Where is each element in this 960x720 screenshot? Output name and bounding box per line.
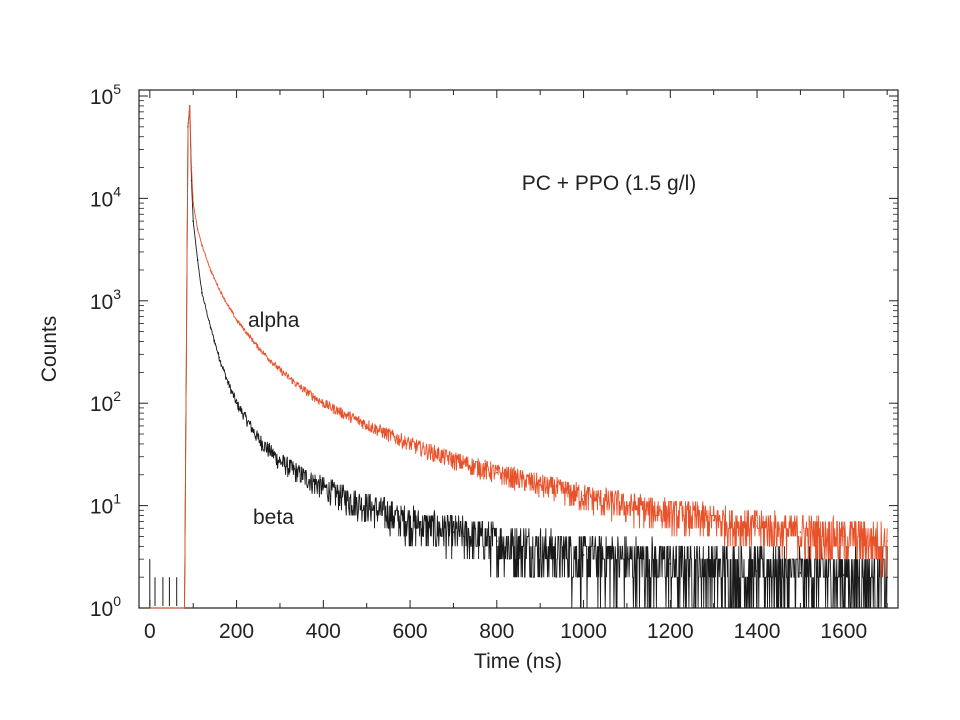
y-axis-title: Counts [38, 316, 61, 383]
chart-annotation: PC + PPO (1.5 g/l) [522, 172, 696, 195]
data-point-alpha [539, 483, 541, 486]
data-point-alpha [496, 471, 498, 474]
x-tick-label: 1200 [647, 620, 694, 643]
data-point-alpha [582, 494, 585, 497]
data-point-beta [626, 558, 628, 560]
series-alpha [149, 105, 888, 609]
x-tick-label: 600 [393, 620, 428, 643]
data-point-alpha [712, 519, 715, 521]
y-tick-label: 102 [90, 388, 121, 416]
x-tick-label: 0 [144, 620, 156, 643]
x-tick-label: 1400 [734, 620, 781, 643]
series-trace-beta [149, 105, 888, 609]
y-tick-label: 103 [90, 286, 121, 314]
data-point-beta [409, 520, 411, 523]
y-tick-label: 100 [90, 593, 121, 621]
data-point-beta [218, 356, 220, 359]
plot-frame [138, 89, 899, 609]
data-point-beta [843, 574, 845, 576]
series-trace-alpha [149, 105, 888, 609]
data-point-alpha [756, 525, 758, 527]
x-tick-label: 400 [306, 620, 341, 643]
data-point-beta [799, 572, 802, 574]
data-point-beta [300, 474, 303, 476]
x-tick-label: 1000 [560, 620, 607, 643]
data-point-alpha [365, 423, 368, 426]
data-point-beta [322, 486, 325, 489]
x-tick-label: 200 [219, 620, 254, 643]
data-point-alpha [322, 402, 325, 405]
data-point-alpha [235, 319, 238, 321]
data-point-alpha [669, 512, 672, 514]
data-point-beta [209, 326, 212, 329]
series-layer [149, 105, 888, 609]
data-point-alpha [190, 166, 193, 169]
x-axis-title: Time (ns) [474, 650, 562, 673]
data-point-alpha [300, 387, 303, 390]
data-point-alpha [257, 346, 260, 349]
data-point-beta [539, 547, 541, 550]
data-point-alpha [196, 228, 199, 230]
data-point-beta [196, 259, 199, 261]
data-point-beta [582, 554, 585, 556]
data-point-beta [756, 570, 758, 572]
data-point-alpha [279, 369, 281, 372]
data-point-alpha [843, 535, 845, 538]
data-point-beta [235, 402, 238, 405]
x-tick-label: 800 [479, 620, 514, 643]
data-point-alpha [799, 531, 802, 533]
tick-layer: 0 200 400 600 800 1000 1200 1400 1600 100 101 102 10… [90, 81, 898, 643]
data-point-alpha [192, 202, 194, 204]
x-tick-label: 1600 [820, 620, 867, 643]
data-point-alpha [626, 504, 628, 507]
data-point-alpha [227, 304, 229, 307]
data-point-beta [496, 540, 498, 542]
data-point-beta [279, 460, 281, 463]
data-point-beta [257, 437, 260, 440]
y-tick-label: 101 [90, 491, 121, 519]
data-point-alpha [344, 413, 346, 416]
data-point-beta [886, 576, 888, 578]
y-tick-label: 105 [90, 81, 121, 109]
data-point-alpha [409, 443, 411, 445]
data-point-alpha [452, 459, 455, 461]
data-point-alpha [188, 105, 191, 107]
y-tick-label: 104 [90, 183, 121, 211]
series-label-alpha: alpha [248, 309, 300, 332]
data-point-beta [712, 566, 715, 569]
data-point-beta [344, 496, 346, 499]
data-point-alpha [218, 288, 220, 290]
data-point-alpha [886, 540, 888, 542]
data-point-alpha [209, 269, 212, 271]
data-point-beta [452, 531, 455, 533]
series-label-beta: beta [253, 506, 294, 529]
data-point-beta [365, 504, 368, 507]
data-point-alpha [201, 244, 203, 246]
data-point-alpha [187, 126, 189, 128]
data-point-alpha [183, 607, 186, 609]
data-point-beta [201, 291, 203, 294]
data-point-beta [192, 220, 194, 222]
data-point-beta [669, 563, 672, 565]
data-point-beta [227, 381, 229, 384]
